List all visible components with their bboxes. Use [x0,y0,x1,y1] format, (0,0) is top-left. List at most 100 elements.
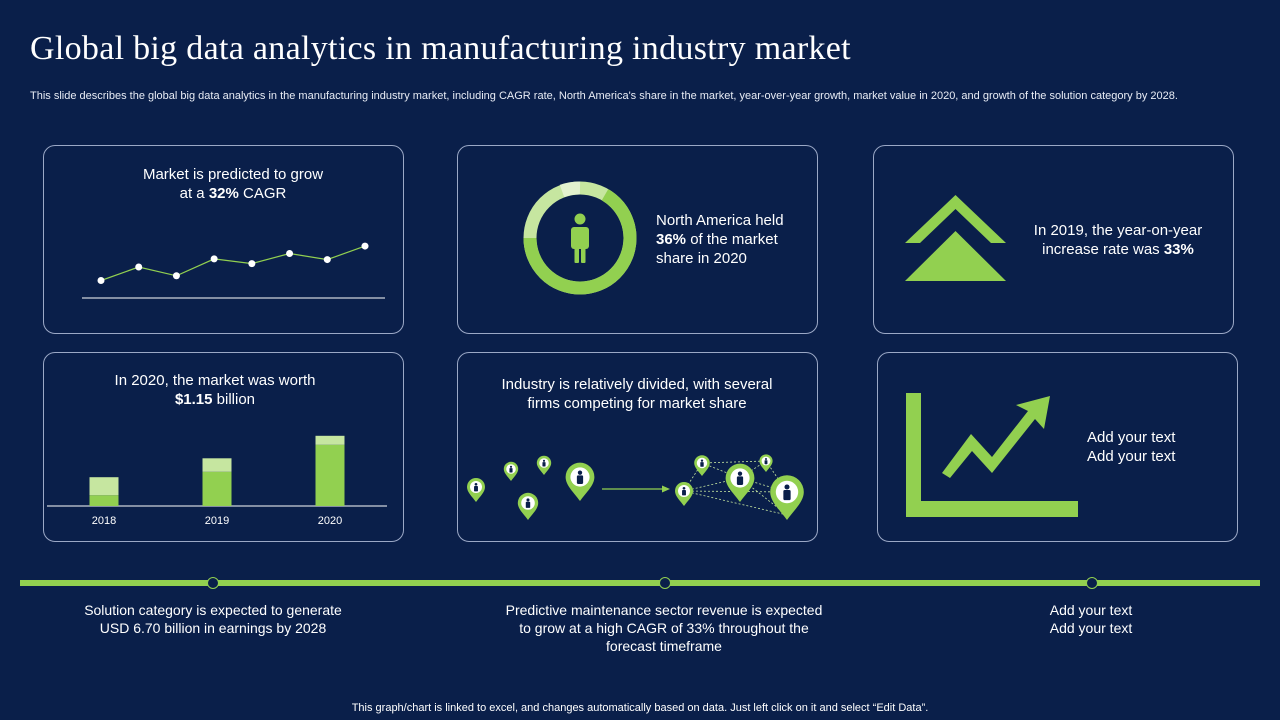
line-chart-series [100,245,366,282]
line-chart-point-3 [172,272,180,280]
map-pin-person-body [682,489,686,496]
line-chart-point-6 [286,250,294,257]
market-worth-text: In 2020, the market was worth $1.15 bill… [84,371,346,409]
bar-2018-base [89,495,119,506]
bar-2019-top [202,458,232,472]
map-pin-icon-2 [503,461,519,481]
bar-2018-top [89,477,119,496]
line-chart-point-5 [248,260,256,268]
placeholder-line1: Add your text [1087,429,1176,446]
map-pin-person-head [700,459,704,462]
map-pin-person-head [542,459,546,462]
double-chevron-up-icon [905,195,1006,281]
cagr-text: Market is predicted to grow at a 32% CAG… [113,165,353,203]
page-subtitle: This slide describes the global big data… [30,90,1178,102]
yoy-value: 33% [1163,241,1194,258]
timeline-item-3: Add your text Add your text [1016,601,1166,637]
north-america-text: North America held 36% of the market sha… [656,211,806,268]
north-america-card [457,145,818,334]
north-america-line2-post: of the market [686,231,778,248]
map-pin-person-body [525,501,531,508]
timeline-item-1: Solution category is expected to generat… [53,601,373,637]
bar-2019-base [202,471,232,506]
map-pin-person-head [765,458,767,461]
cagr-card [43,145,404,334]
timeline-dot-1 [207,577,219,589]
map-pin-person-body [542,462,546,467]
yoy-line2: increase rate was 33% [1018,240,1218,259]
map-pin-person-head [737,471,743,476]
timeline-item-2-line2: to grow at a high CAGR of 33% throughout… [519,620,809,636]
timeline-dot-3 [1086,577,1098,589]
map-pin-icon-10 [770,475,804,520]
yoy-line2-pre: increase rate was [1042,241,1164,258]
placeholder-text: Add your text Add your text [1087,428,1227,466]
yoy-line1: In 2019, the year-on-year [1033,222,1203,239]
map-pin-icon-8 [725,463,755,502]
placeholder-line2: Add your text [1087,448,1176,465]
map-pin-person-body [576,475,584,484]
market-worth-line2-post: billion [212,391,256,408]
map-pin-person-body [764,460,768,465]
yoy-card [873,145,1234,334]
bar-label-2019: 2019 [205,515,229,527]
placeholder-card [877,352,1238,542]
market-worth-line2: $1.15 billion [84,390,346,409]
north-america-value: 36% [656,231,687,248]
bar-label-2020: 2020 [318,515,342,527]
map-pin-person-head [577,470,583,475]
bar-label-2018: 2018 [92,515,116,527]
divided-card [457,352,818,542]
timeline-item-1-line1: Solution category is expected to generat… [84,602,342,618]
map-pin-icon-7 [759,454,773,472]
bar-2020-base [315,444,345,506]
footer-note: This graph/chart is linked to excel, and… [351,702,929,714]
line-chart-point-4 [210,255,218,263]
map-pin-person-head [526,498,530,502]
map-pin-person-head [784,484,790,490]
map-pin-person-body [474,485,478,492]
line-chart-point-1 [97,277,105,284]
timeline-item-2-line3: forecast timeframe [606,638,722,654]
cagr-line2-pre: at a [179,185,209,202]
timeline-item-2: Predictive maintenance sector revenue is… [483,601,845,655]
map-pin-person-head [509,465,513,468]
growth-arrow-icon [906,393,1078,517]
map-pin-icon-4 [517,492,539,520]
map-pin-person-body [783,490,791,501]
line-chart-point-8 [361,242,369,250]
divided-line1: Industry is relatively divided, with sev… [501,376,773,393]
north-america-donut [523,181,637,295]
market-worth-line1: In 2020, the market was worth [114,372,316,389]
timeline-item-1-line2: USD 6.70 billion in earnings by 2028 [99,620,327,636]
bar-2020-top [315,435,345,445]
divided-text: Industry is relatively divided, with sev… [477,375,797,413]
market-worth-value: $1.15 [174,391,213,408]
timeline-bar [20,580,1260,586]
map-pin-person-head [682,486,686,490]
map-pin-person-body [736,476,744,485]
cagr-line2: at a 32% CAGR [113,184,353,203]
timeline-item-3-line2: Add your text [1049,620,1133,636]
cagr-value: 32% [208,185,239,202]
map-pin-icon-3 [536,455,552,475]
north-america-line2: 36% of the market [656,230,806,249]
donut-highlight [559,181,581,198]
cagr-line2-post: CAGR [238,185,287,202]
map-pin-person-head [474,482,478,486]
map-pin-icon-9 [675,482,693,506]
donut-ring-dark [523,189,637,295]
market-worth-card [43,352,404,542]
cagr-line1: Market is predicted to grow [142,166,324,183]
map-pin-person-body [700,462,704,467]
timeline-item-3-line1: Add your text [1049,602,1133,618]
line-chart-point-2 [135,263,143,271]
map-pin-person-body [509,468,513,473]
north-america-line3: share in 2020 [656,250,747,267]
timeline-dot-2 [659,577,671,589]
arrow-right-icon [602,485,670,493]
timeline-item-2-line1: Predictive maintenance sector revenue is… [505,602,823,618]
